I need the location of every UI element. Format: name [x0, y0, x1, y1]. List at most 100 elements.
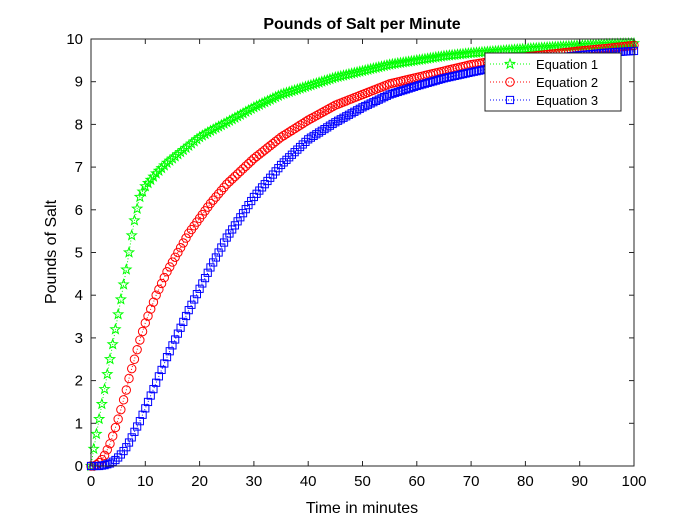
legend-label: Equation 1 — [536, 57, 598, 72]
legend-marker — [505, 77, 515, 87]
data-point — [171, 335, 180, 344]
data-point — [130, 427, 139, 436]
ticks-layer: 0 10 20 30 40 50 60 70 80 90 100 0 1 2 3 4 5 6 7 8 9 10 — [66, 31, 646, 490]
data-point — [114, 453, 123, 462]
data-point — [385, 90, 394, 99]
data-point — [205, 198, 216, 209]
x-tick-label: 70 — [463, 473, 480, 490]
data-point — [152, 378, 161, 387]
x-tick-label: 80 — [517, 473, 534, 490]
data-point — [227, 174, 237, 184]
data-point — [418, 80, 427, 89]
data-point — [276, 132, 286, 142]
data-point — [111, 455, 120, 465]
data-point — [167, 257, 178, 267]
data-point — [393, 87, 402, 97]
data-point — [102, 445, 112, 455]
data-point — [311, 110, 322, 121]
data-point — [289, 123, 300, 134]
data-point — [147, 170, 160, 182]
data-point — [208, 195, 218, 205]
data-point — [139, 179, 152, 192]
data-point — [327, 101, 338, 112]
data-point — [409, 82, 419, 91]
data-point — [211, 253, 220, 262]
data-point — [122, 443, 131, 452]
data-point — [148, 297, 159, 307]
data-point — [333, 116, 343, 125]
data-point — [125, 228, 138, 241]
data-point — [363, 100, 373, 109]
data-point — [230, 171, 240, 182]
x-tick-label: 20 — [191, 473, 208, 490]
data-point — [388, 89, 397, 98]
data-point — [109, 322, 122, 335]
data-point — [420, 79, 430, 88]
data-point — [133, 190, 146, 203]
data-point — [151, 290, 161, 300]
data-point — [181, 233, 191, 243]
data-point — [110, 422, 121, 433]
legend-entry: Equation 2 — [490, 75, 598, 90]
data-point — [279, 130, 289, 141]
data-point — [101, 367, 114, 380]
data-point — [374, 95, 383, 104]
data-point — [276, 160, 286, 170]
data-point — [192, 290, 201, 299]
data-point — [187, 300, 196, 309]
x-tick-label: 50 — [354, 473, 371, 490]
data-point — [246, 156, 256, 166]
data-point — [138, 410, 147, 419]
data-point — [300, 117, 311, 127]
data-point — [198, 279, 207, 288]
data-point — [108, 457, 117, 466]
data-point — [322, 104, 332, 115]
data-point — [136, 185, 149, 197]
data-point — [285, 153, 294, 162]
x-tick-label: 90 — [571, 473, 588, 490]
data-point — [445, 72, 454, 82]
data-point — [453, 71, 462, 80]
data-point — [112, 307, 125, 320]
data-point — [464, 68, 473, 78]
data-point — [95, 397, 108, 410]
data-point — [190, 295, 199, 304]
data-point — [423, 78, 432, 87]
data-point — [344, 110, 354, 119]
y-tick-label: 4 — [75, 287, 83, 304]
data-point — [175, 242, 186, 253]
y-tick-label: 0 — [75, 458, 83, 475]
data-point — [407, 83, 416, 92]
data-point — [98, 382, 111, 395]
data-point — [380, 92, 389, 102]
data-point — [450, 71, 459, 80]
x-tick-label: 0 — [87, 473, 95, 490]
data-point — [361, 101, 370, 111]
data-point — [292, 122, 303, 132]
data-point — [216, 185, 227, 196]
data-point — [282, 155, 291, 164]
data-point — [431, 76, 440, 85]
x-tick-label: 100 — [621, 473, 646, 490]
data-point — [303, 115, 313, 125]
data-point — [293, 145, 302, 154]
data-point — [121, 385, 131, 395]
data-point — [352, 106, 362, 115]
data-point — [131, 202, 144, 214]
y-tick-label: 6 — [75, 202, 83, 219]
data-point — [103, 460, 112, 469]
data-point — [213, 189, 224, 199]
data-point — [301, 137, 310, 147]
data-point — [319, 106, 330, 116]
data-point — [87, 442, 100, 455]
data-point — [217, 243, 226, 252]
data-point — [626, 41, 636, 51]
data-point — [178, 238, 189, 248]
data-point — [170, 252, 180, 263]
data-point — [241, 161, 251, 171]
legend-label: Equation 2 — [536, 75, 598, 90]
data-point — [129, 354, 140, 364]
data-point — [382, 91, 392, 100]
data-point — [317, 107, 327, 118]
